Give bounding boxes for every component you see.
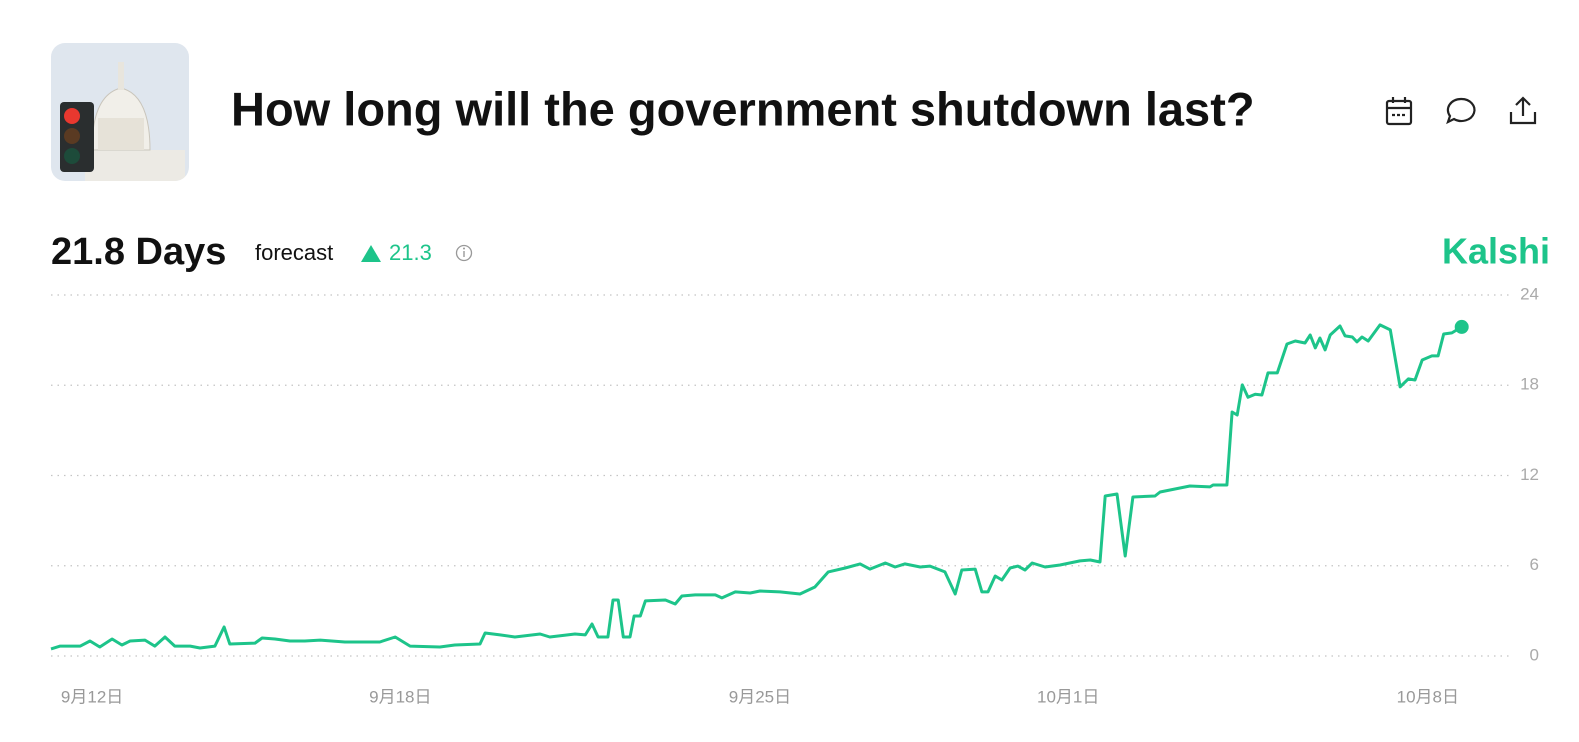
market-image <box>51 43 189 181</box>
toolbar <box>1385 96 1537 126</box>
x-tick-label: 10月1日 <box>1037 687 1099 706</box>
page-title: How long will the government shutdown la… <box>231 82 1255 135</box>
x-tick-label: 10月8日 <box>1397 687 1459 706</box>
brand: Kalshi <box>1442 231 1550 272</box>
forecast-label: forecast <box>255 240 333 265</box>
last-point <box>1454 319 1469 334</box>
forecast-value: 21.8 Days <box>51 231 226 273</box>
change-value: 21.3 <box>389 240 432 265</box>
y-tick-label: 0 <box>1530 645 1539 664</box>
calendar-icon[interactable] <box>1385 97 1413 126</box>
y-tick-label: 24 <box>1520 284 1539 303</box>
series-line <box>50 323 1463 651</box>
comment-icon[interactable] <box>1446 97 1476 125</box>
share-icon[interactable] <box>1509 96 1537 125</box>
y-tick-label: 18 <box>1520 375 1539 394</box>
info-icon[interactable] <box>455 244 473 262</box>
y-tick-label: 6 <box>1530 555 1539 574</box>
x-tick-label: 9月18日 <box>369 687 431 706</box>
x-tick-label: 9月12日 <box>61 687 123 706</box>
y-tick-label: 12 <box>1520 465 1539 484</box>
x-tick-label: 9月25日 <box>729 687 791 706</box>
change-arrow <box>361 245 381 262</box>
